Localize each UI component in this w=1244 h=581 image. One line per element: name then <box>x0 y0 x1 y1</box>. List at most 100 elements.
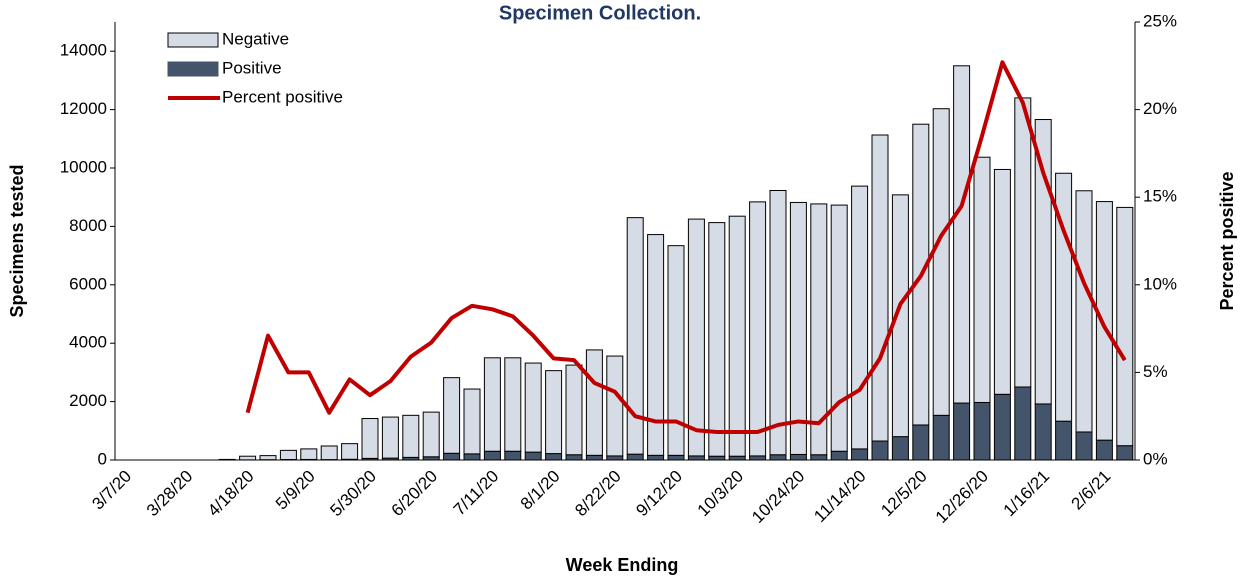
y2-tick-label: 20% <box>1143 99 1177 118</box>
bar <box>341 443 359 460</box>
bar <box>565 454 583 461</box>
bar <box>1095 201 1113 441</box>
legend-label: Negative <box>222 29 289 48</box>
y-tick-label: 14000 <box>60 41 107 60</box>
bar <box>993 168 1011 395</box>
x-tick-label: 4/18/20 <box>204 467 258 521</box>
bar <box>483 450 501 461</box>
bar <box>443 452 461 461</box>
y-tick-label: 12000 <box>60 99 107 118</box>
y2-tick-label: 10% <box>1143 274 1177 293</box>
bar <box>667 454 685 461</box>
legend-label: Percent positive <box>222 87 343 106</box>
bar <box>300 448 318 460</box>
bar <box>953 402 971 461</box>
x-axis-title: Week Ending <box>566 555 679 575</box>
bar <box>647 454 665 461</box>
bar <box>1075 190 1093 433</box>
bar <box>1116 206 1134 447</box>
bar <box>932 414 950 461</box>
x-tick-label: 11/14/20 <box>810 467 869 526</box>
bar <box>993 393 1011 461</box>
x-tick-label: 2/6/21 <box>1068 467 1115 514</box>
legend-label: Positive <box>222 58 282 77</box>
x-tick-label: 8/22/20 <box>571 467 625 521</box>
y-tick-label: 0 <box>98 449 107 468</box>
bar <box>1055 420 1073 461</box>
bar <box>708 222 726 457</box>
y-tick-label: 6000 <box>69 274 107 293</box>
bar <box>871 440 889 461</box>
bar <box>239 455 257 461</box>
bar <box>810 454 828 461</box>
bar <box>1075 431 1093 461</box>
bar <box>585 454 603 461</box>
bar <box>504 450 522 461</box>
bar <box>463 388 481 455</box>
bar <box>504 357 522 452</box>
bar <box>259 455 277 461</box>
x-tick-label: 7/11/20 <box>450 467 503 520</box>
bar <box>851 448 869 461</box>
bar <box>402 414 420 458</box>
y-tick-label: 10000 <box>60 157 107 176</box>
bar <box>830 450 848 461</box>
y-tick-label: 4000 <box>69 333 107 352</box>
bar <box>1014 386 1032 461</box>
x-tick-label: 10/24/20 <box>748 467 808 527</box>
bar <box>667 245 685 456</box>
legend-swatch <box>167 32 219 48</box>
legend-swatch <box>167 61 219 77</box>
bar <box>1116 445 1134 461</box>
bar <box>932 108 950 416</box>
bar <box>545 453 563 461</box>
x-tick-label: 3/7/20 <box>88 467 135 514</box>
bar <box>891 194 909 438</box>
bar <box>851 185 869 450</box>
bar <box>626 217 644 455</box>
x-tick-label: 5/30/20 <box>326 467 380 521</box>
bar <box>524 451 542 461</box>
bar <box>953 65 971 404</box>
bar <box>973 401 991 461</box>
bar <box>769 454 787 461</box>
x-tick-label: 12/26/20 <box>932 467 992 527</box>
y2-tick-label: 5% <box>1143 362 1168 381</box>
bar <box>381 416 399 459</box>
x-tick-label: 9/12/20 <box>632 467 686 521</box>
y2-axis-title: Percent positive <box>1217 171 1237 310</box>
bar <box>687 455 705 461</box>
bar <box>891 436 909 461</box>
bar <box>606 455 624 461</box>
bar <box>687 218 705 457</box>
y2-tick-label: 25% <box>1143 11 1177 30</box>
bar <box>524 362 542 453</box>
bar <box>463 453 481 461</box>
bar <box>443 377 461 454</box>
bar <box>789 201 807 455</box>
line <box>245 60 1127 434</box>
chart-title: Specimen Collection. <box>499 2 701 24</box>
bar <box>422 411 440 458</box>
y-tick-label: 2000 <box>69 391 107 410</box>
x-tick-label: 10/3/20 <box>694 467 748 521</box>
x-tick-label: 8/1/20 <box>517 467 564 514</box>
bar <box>1034 119 1052 405</box>
x-tick-label: 3/28/20 <box>143 467 197 521</box>
bar <box>585 349 603 456</box>
bar <box>973 156 991 403</box>
bar <box>708 455 726 461</box>
y-tick-label: 8000 <box>69 216 107 235</box>
bar <box>728 455 746 461</box>
x-tick-label: 6/20/20 <box>388 467 442 521</box>
bar <box>1014 97 1032 388</box>
bar <box>912 424 930 461</box>
bar <box>810 203 828 456</box>
x-tick-label: 12/5/20 <box>877 467 931 521</box>
y-axis-title: Specimens tested <box>7 164 27 317</box>
bar <box>626 453 644 461</box>
bar <box>320 445 338 461</box>
bar <box>728 215 746 457</box>
x-tick-label: 5/9/20 <box>272 467 319 514</box>
